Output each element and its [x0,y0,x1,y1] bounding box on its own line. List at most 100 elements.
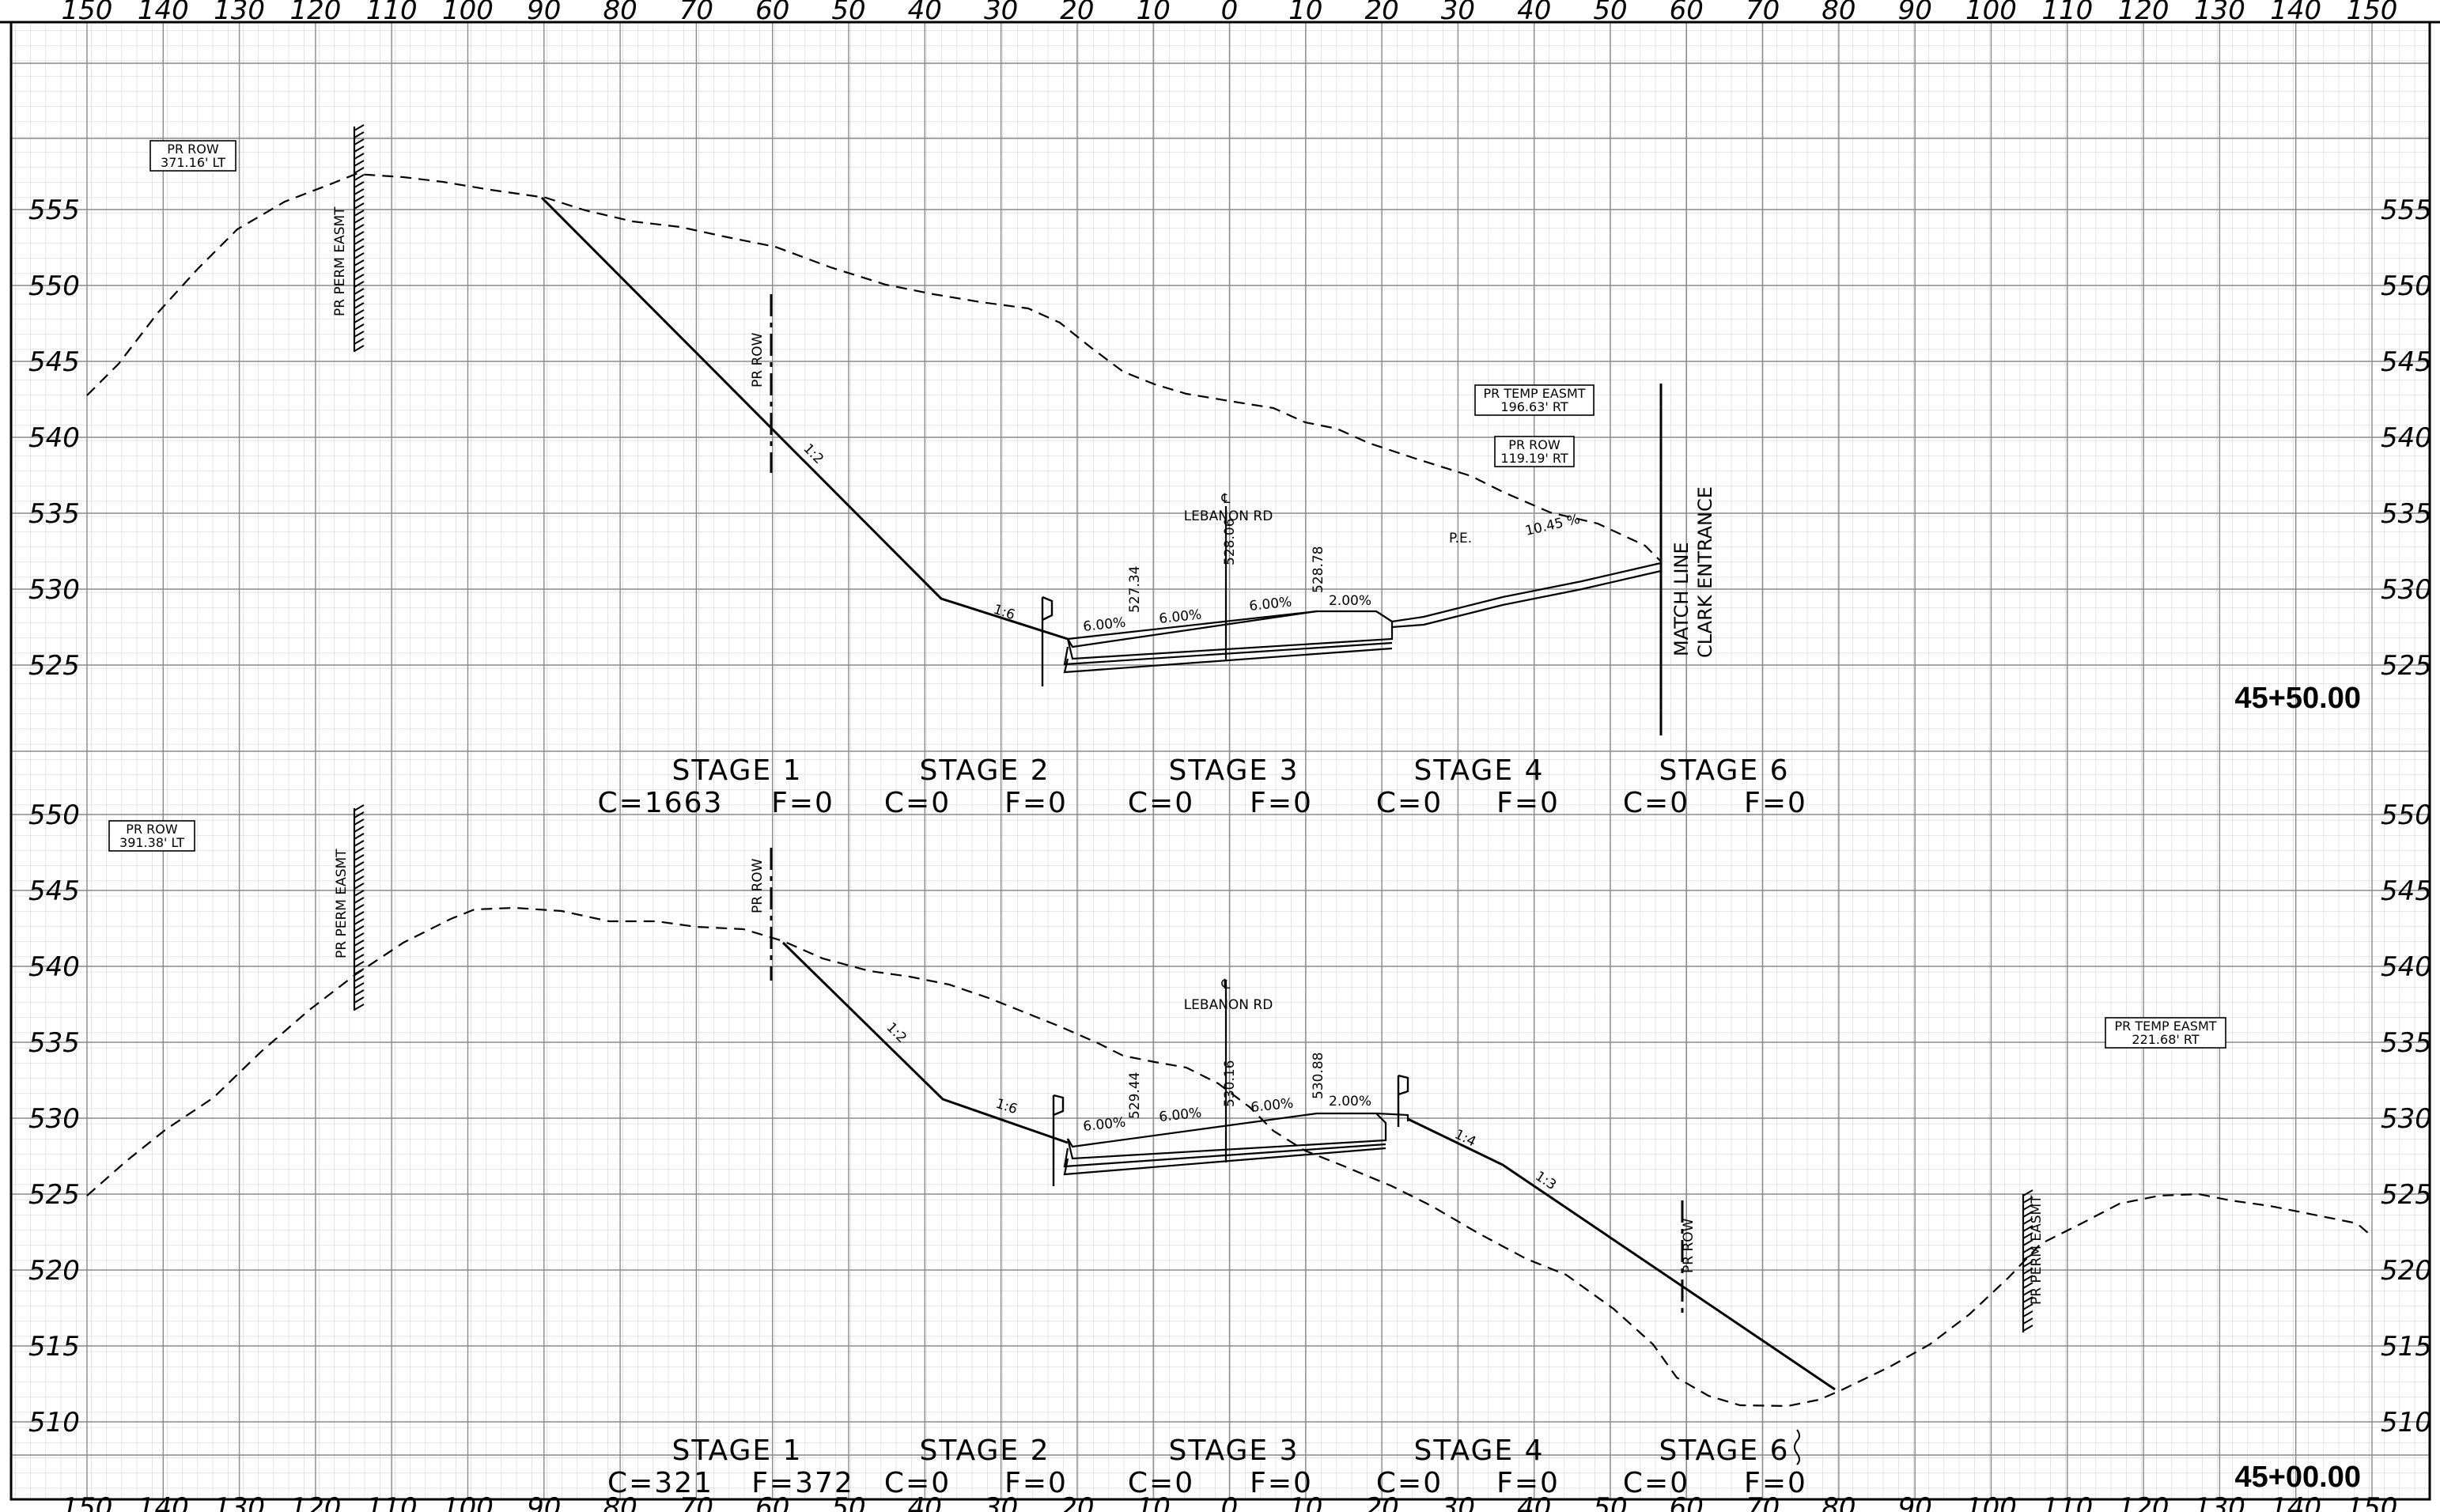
elevation-label-right: 530 [2381,1103,2432,1135]
offset-tick-top: 10 [1288,0,1322,26]
stage-cut-volume: C=1663 [598,787,724,819]
offset-tick-bottom: 140 [2270,1492,2321,1512]
elevation-label-left: 535 [28,1027,80,1059]
perm-easement-label: PR PERM EASMT [334,849,350,958]
elev-label-a: 529.44 [1127,1072,1143,1119]
elev-label-cl: 528.06 [1222,519,1238,565]
pct-right-2: 2.00% [1329,1094,1371,1109]
stage-name: STAGE 4 [1413,754,1544,787]
elevation-label-right: 550 [2381,270,2432,302]
elevation-label-right: 545 [2381,875,2432,907]
stage-fill-volume: F=0 [1250,1467,1313,1499]
elevation-label-left: 540 [28,951,80,983]
offset-tick-top: 100 [442,0,494,26]
pavement-section [1063,1112,1409,1176]
pr-row-left-box: PR ROW 371.16' LT [149,140,236,172]
road-name-label: LEBANON RD [1184,997,1273,1013]
offset-tick-top: 90 [1898,0,1932,26]
offset-tick-bottom: 110 [2041,1492,2093,1512]
station-label: 45+00.00 [2234,1461,2361,1494]
pr-row-left-box: PR ROW 391.38' LT [108,820,195,852]
stage-cut-volume: C=0 [884,1467,951,1499]
perm-easement-right-label: PR PERM EASMT [2029,1195,2045,1305]
offset-tick-bottom: 20 [1364,1492,1398,1512]
pr-row-left-label: PR ROW [126,822,178,837]
elev-label-cl: 530.16 [1222,1060,1238,1107]
elevation-scale-right-section2: 550 545 540 535 530 525 520 515 510 [2381,799,2432,1438]
offset-tick-top: 50 [1593,0,1627,26]
elevation-label-right: 545 [2381,346,2432,378]
offset-tick-bottom: 80 [603,1492,637,1512]
offset-tick-bottom: 100 [1965,1492,2017,1512]
offset-tick-bottom: 120 [2118,1492,2170,1512]
pct-right-2: 2.00% [1329,593,1371,609]
stage-name: STAGE 1 [671,754,802,787]
offset-tick-bottom: 60 [755,1492,789,1512]
pavement-section [1063,561,1662,674]
elevation-scale-left-section2: 550 545 540 535 530 525 520 515 510 [28,799,80,1438]
offset-tick-bottom: 10 [1137,1492,1171,1512]
offset-tick-top: 80 [603,0,637,26]
stage-fill-volume: F=0 [1004,787,1068,819]
offset-tick-top: 40 [1517,0,1551,26]
match-line-label: MATCH LINE [1670,542,1693,656]
elevation-label-left: 515 [28,1331,80,1363]
elevation-label-right: 555 [2381,195,2432,226]
offset-tick-top: 20 [1060,0,1094,26]
guardrail-post [1041,595,1054,686]
elevation-label-left: 540 [28,422,80,454]
offset-tick-top: 140 [2270,0,2321,26]
elevation-label-right: 525 [2381,1179,2432,1211]
centerline-symbol: ℄ [1221,491,1231,507]
stage-cut-volume: C=0 [884,787,951,819]
pr-row-left-offset: 371.16' LT [161,155,225,170]
stage-fill-volume: F=0 [771,787,834,819]
stage-fill-volume: F=372 [751,1467,854,1499]
offset-scale-bottom: 150 140 130 120 110 100 90 80 70 60 50 40 30 20 10 0 10 2… [62,1492,2398,1512]
elevation-label-left: 545 [28,875,80,907]
proposed-cut-slope [540,196,1069,641]
offset-tick-bottom: 110 [366,1492,418,1512]
offset-tick-top: 120 [2118,0,2170,26]
offset-tick-top: 150 [2347,0,2398,26]
offset-tick-top: 110 [366,0,418,26]
temp-easement-label: PR TEMP EASMT [1483,386,1585,401]
offset-tick-top: 140 [138,0,189,26]
offset-tick-bottom: 120 [289,1492,341,1512]
stage-name: STAGE 2 [919,754,1050,787]
stage-cut-volume: C=0 [1376,1467,1443,1499]
pr-row-right-label: PR ROW [1681,1218,1697,1273]
elevation-label-right: 550 [2381,799,2432,831]
offset-tick-bottom: 100 [442,1492,494,1512]
offset-tick-top: 60 [755,0,789,26]
stage-name: STAGE 1 [671,1435,802,1467]
road-name-label: LEBANON RD [1184,508,1273,524]
elevation-label-left: 530 [28,1103,80,1135]
temp-easement-offset: 196.63' RT [1500,399,1568,414]
elevation-label-right: 540 [2381,422,2432,454]
break-symbol [1794,1429,1800,1465]
offset-tick-bottom: 130 [214,1492,265,1512]
temp-easement-offset: 221.68' RT [2132,1032,2199,1047]
perm-easement-label: PR PERM EASMT [332,206,348,316]
offset-tick-top: 70 [1746,0,1780,26]
elevation-label-left: 535 [28,498,80,530]
offset-tick-top: 100 [1965,0,2017,26]
elevation-label-left: 525 [28,650,80,682]
stage-name: STAGE 3 [1168,1435,1299,1467]
offset-tick-bottom: 80 [1821,1492,1856,1512]
elevation-label-right: 535 [2381,498,2432,530]
existing-ground-line [86,172,1662,562]
offset-tick-top: 130 [214,0,265,26]
offset-tick-top: 70 [679,0,713,26]
temp-easement-label: PR TEMP EASMT [2114,1019,2216,1034]
elevation-label-right: 520 [2381,1255,2432,1287]
elev-label-b: 528.78 [1311,546,1326,593]
offset-tick-bottom: 150 [62,1492,113,1512]
clark-entrance-label: CLARK ENTRANCE [1694,486,1716,658]
offset-scale-top: 150 140 130 120 110 100 90 80 70 60 50 40 30 20 10 0 10 2… [62,0,2398,26]
elevation-label-left: 530 [28,574,80,606]
pr-row-mid-label: PR ROW [750,858,766,913]
offset-tick-bottom: 70 [679,1492,713,1512]
